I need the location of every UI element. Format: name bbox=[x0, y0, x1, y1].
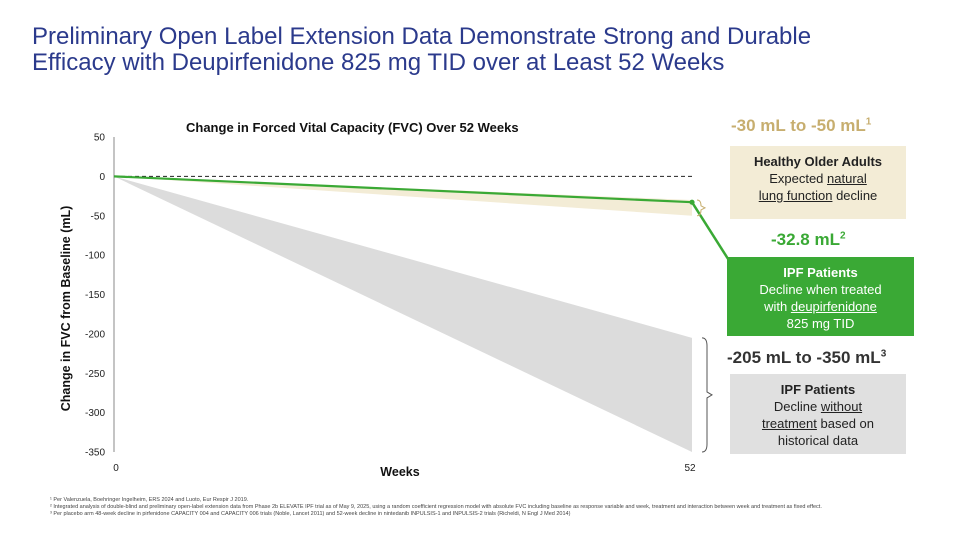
x-axis-label: Weeks bbox=[380, 465, 419, 479]
band-healthy-older-adults bbox=[114, 176, 692, 216]
ipf-treated-heading: IPF Patients bbox=[783, 265, 858, 280]
ipf-untreated-range-label: -205 mL to -350 mL3 bbox=[727, 348, 886, 368]
series-line-deupirfenidone bbox=[113, 175, 693, 204]
healthy-heading: Healthy Older Adults bbox=[753, 154, 883, 169]
ipf-treated-line2-underlined: deupirfenidone bbox=[790, 299, 877, 314]
y-tick-label: -300 bbox=[85, 408, 105, 419]
ipf-untreated-line2: based on bbox=[820, 416, 875, 431]
healthy-older-adults-box: Healthy Older Adults Expected natural lu… bbox=[730, 146, 906, 219]
healthy-bracket bbox=[696, 199, 707, 217]
healthy-line2: decline bbox=[836, 188, 878, 203]
slide-title: Preliminary Open Label Extension Data De… bbox=[32, 24, 932, 76]
y-tick-label: -350 bbox=[85, 448, 105, 459]
footnote-3: ³ Per placebo arm 48-week decline in pir… bbox=[50, 511, 571, 517]
ipf-untreated-range-value: -205 mL to -350 mL bbox=[727, 348, 881, 367]
footnote-2: ² Integrated analysis of double-blind an… bbox=[50, 504, 822, 510]
ipf-treated-range-value: -32.8 mL bbox=[771, 230, 840, 249]
y-tick-label: 0 bbox=[99, 172, 105, 183]
y-tick-label: -100 bbox=[85, 251, 105, 262]
healthy-range-value: -30 mL to -50 mL bbox=[731, 116, 866, 135]
ipf-untreated-box: IPF Patients Decline without treatment b… bbox=[730, 374, 906, 454]
y-tick-label: -150 bbox=[85, 290, 105, 301]
band-ipf-untreated bbox=[114, 176, 692, 452]
ipf-untreated-line1-pre: Decline bbox=[773, 399, 818, 414]
ipf-treated-range-ref: 2 bbox=[839, 230, 846, 242]
ipf-treated-line2-pre: with bbox=[764, 299, 788, 314]
ipf-untreated-range-ref: 3 bbox=[880, 348, 887, 360]
slide-title-line-1: Preliminary Open Label Extension Data De… bbox=[32, 23, 812, 50]
slide-title-line-2: Efficacy with Deupirfenidone 825 mg TID … bbox=[32, 49, 725, 76]
y-tick-label: -200 bbox=[85, 329, 105, 340]
chart-title: Change in Forced Vital Capacity (FVC) Ov… bbox=[186, 120, 519, 135]
ipf-treated-line3: 825 mg TID bbox=[786, 316, 855, 331]
ipf-treated-line1: Decline when treated bbox=[759, 282, 882, 297]
y-tick-label: -250 bbox=[85, 369, 105, 380]
ipf-treated-range-label: -32.8 mL2 bbox=[771, 230, 846, 250]
healthy-range-ref: 1 bbox=[865, 116, 872, 128]
healthy-line2-underlined: lung function bbox=[758, 188, 833, 203]
y-tick-label: -50 bbox=[91, 211, 106, 222]
y-tick-label: 50 bbox=[94, 133, 106, 144]
healthy-line1-underlined: natural bbox=[827, 171, 867, 186]
y-axis-label: Change in FVC from Baseline (mL) bbox=[59, 206, 73, 412]
treated-connector-line bbox=[690, 201, 732, 263]
ipf-untreated-line3: historical data bbox=[777, 433, 859, 448]
ipf-untreated-heading: IPF Patients bbox=[780, 382, 856, 397]
footnotes: ¹ Per Valenzuela, Boehringer Ingelheim, … bbox=[50, 497, 890, 518]
ipf-untreated-line2-underlined: treatment bbox=[761, 416, 817, 431]
x-tick-label: 52 bbox=[684, 463, 696, 474]
ipf-untreated-line1-underlined: without bbox=[820, 399, 863, 414]
healthy-line1: Expected bbox=[769, 171, 824, 186]
healthy-range-label: -30 mL to -50 mL1 bbox=[731, 116, 871, 136]
ipf-treated-box: IPF Patients Decline when treated with d… bbox=[727, 257, 914, 336]
x-tick-label: 0 bbox=[113, 463, 119, 474]
ipf-untreated-bracket bbox=[701, 337, 713, 453]
footnote-1: ¹ Per Valenzuela, Boehringer Ingelheim, … bbox=[50, 497, 249, 503]
